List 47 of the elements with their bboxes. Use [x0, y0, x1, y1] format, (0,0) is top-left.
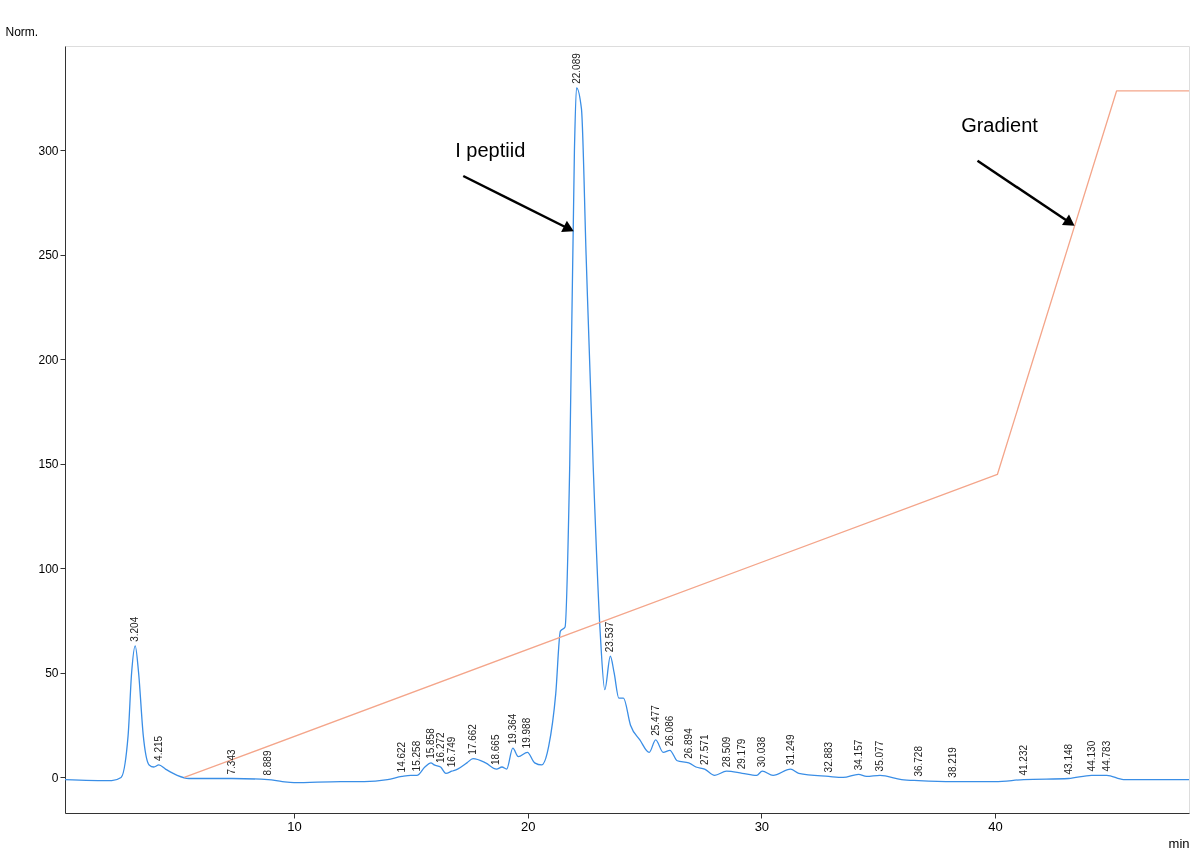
annotation: 35.077 [874, 740, 886, 772]
annotation: 44.130 [1085, 740, 1097, 772]
annotation: 43.148 [1062, 743, 1074, 775]
annotation: 26.086 [663, 715, 675, 747]
y-tick-label: 250 [38, 248, 59, 263]
y-tick-label: 0 [51, 770, 59, 785]
y-tick-label: 100 [38, 561, 59, 576]
y-tick-label: 200 [38, 352, 59, 367]
x-tick-label: 40 [988, 818, 1003, 834]
x-axis-title: min [1168, 835, 1190, 851]
annotation: 31.249 [784, 734, 796, 766]
annotation: Gradient [961, 113, 1039, 136]
annotation: 14.622 [396, 741, 408, 773]
annotation: I peptiid [455, 139, 526, 161]
annotation: 19.988 [521, 717, 533, 749]
y-tick-label: 300 [38, 144, 59, 158]
annotation: 23.537 [604, 621, 616, 653]
annotation: 7.343 [225, 749, 237, 775]
annotation: 15.858 [424, 727, 436, 759]
annotation: 8.889 [262, 750, 274, 776]
annotation: 22.089 [570, 52, 582, 84]
x-tick-label: 30 [754, 818, 770, 834]
annotation: 30.038 [756, 736, 768, 768]
annotation: 34.157 [852, 739, 864, 771]
annotation: 16.749 [445, 736, 457, 768]
annotation: 16.272 [434, 732, 446, 764]
annotation: 17.662 [467, 723, 479, 755]
annotation: 36.728 [912, 745, 924, 777]
annotation: 29.179 [736, 738, 748, 770]
annotation: 38.219 [947, 746, 959, 778]
annotation: 15.258 [410, 740, 422, 772]
annotation: 4.215 [152, 735, 164, 761]
annotation: 41.232 [1017, 744, 1029, 776]
y-axis-title: Norm. [5, 24, 39, 39]
annotation: 44.783 [1100, 740, 1112, 772]
annotation: 32.883 [822, 741, 834, 773]
x-tick-label: 10 [287, 818, 302, 834]
annotation: 26.894 [682, 727, 694, 759]
annotation: 19.364 [506, 713, 518, 745]
annotation: 28.509 [720, 736, 732, 768]
annotation: 25.477 [649, 704, 661, 736]
y-tick-label: 50 [45, 666, 59, 681]
annotation: 18.665 [490, 734, 502, 766]
annotation: 27.571 [698, 734, 710, 766]
y-tick-label: 150 [38, 457, 59, 472]
annotation: 3.204 [129, 616, 141, 642]
x-tick-label: 20 [520, 818, 536, 834]
